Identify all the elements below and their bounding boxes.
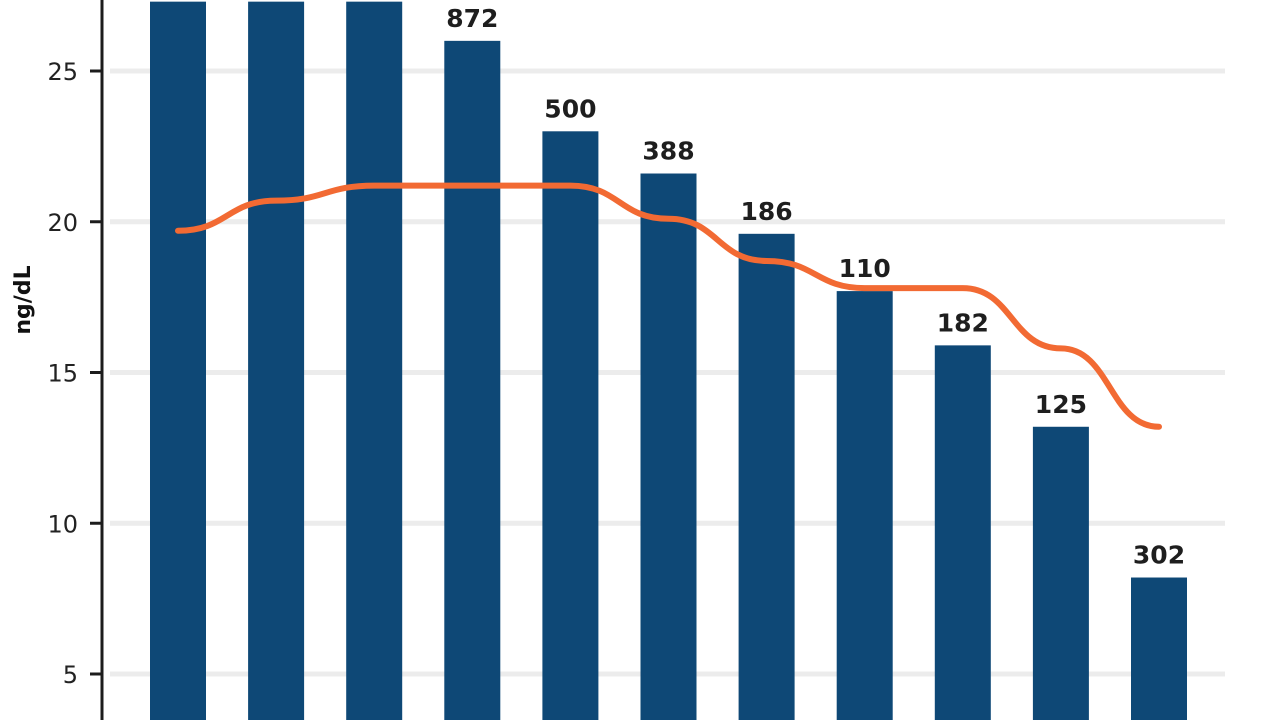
y-axis-title: ng/dL [11,265,36,334]
y-tick-label: 20 [47,209,78,237]
y-tick-label: 5 [63,661,78,689]
bar [934,345,991,720]
bar [444,40,501,720]
bar-value-label: 872 [446,4,498,33]
trend-line [175,182,1162,430]
bar [1131,577,1187,720]
bar-value-label: 125 [1035,390,1087,419]
y-tick-label: 15 [47,360,78,388]
bar [640,173,697,720]
bar [738,233,795,720]
bar-value-labels: 872 500 388 186 110 182 125 302 [446,4,1185,570]
bar-value-label: 388 [642,137,694,166]
bar [248,1,305,720]
bar-value-label: 500 [544,94,596,123]
bar-value-label: 302 [1133,541,1185,570]
bar-value-label: 182 [937,308,989,337]
y-tick-label: 10 [47,510,78,538]
bar [150,1,206,720]
bar-series [150,1,1187,720]
bar-value-label: 186 [741,197,793,226]
bar [1032,426,1089,720]
bar [542,131,599,720]
line-series [175,182,1162,430]
bar [346,1,403,720]
y-axis: 5 10 15 20 25 [47,0,104,720]
bar-value-label: 110 [839,254,891,283]
y-tick-label: 25 [47,58,78,86]
bar [836,291,893,720]
